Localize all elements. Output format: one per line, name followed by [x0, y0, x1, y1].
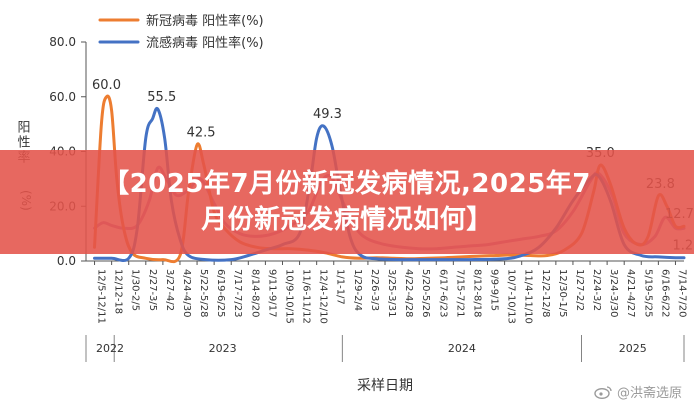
x-tick-label: 10/7-10/13: [506, 269, 517, 324]
x-tick-label: 2/26-3/3: [369, 269, 380, 311]
x-tick-label: 1/27-2/2: [574, 269, 585, 311]
axes-layer: 0.020.040.060.080.0阳性率(%)12/5-12/1112/12…: [15, 35, 688, 394]
x-tick-label: 8/14-8/20: [249, 269, 260, 318]
legend-label: 流感病毒 阳性率(%): [146, 35, 264, 51]
x-tick-label: 2/24-3/2: [591, 269, 602, 311]
x-tick-label: 3/27-4/2: [164, 269, 175, 311]
data-label: 49.3: [313, 107, 342, 122]
x-tick-label: 11/4-11/10: [523, 269, 534, 324]
year-label: 2023: [209, 342, 237, 355]
x-tick-label: 1/1-1/7: [335, 269, 346, 305]
x-tick-label: 1/30-2/5: [130, 269, 141, 311]
x-tick-label: 6/17-6/23: [437, 269, 448, 318]
banner-title-line-2: 月份新冠发病情况如何】: [201, 205, 493, 235]
x-tick-label: 7/14-7/20: [676, 269, 687, 318]
x-tick-label: 5/20-5/26: [420, 269, 431, 318]
x-tick-label: 9/9-9/15: [489, 269, 500, 311]
x-tick-label: 2/27-3/5: [147, 269, 158, 311]
x-tick-label: 12/12-18: [113, 269, 124, 314]
legend: 新冠病毒 阳性率(%) 流感病毒 阳性率(%): [98, 13, 264, 51]
x-tick-label: 7/15-7/21: [454, 269, 465, 318]
x-tick-label: 6/19-6/25: [215, 269, 226, 318]
x-tick-label: 1/29-2/4: [352, 269, 363, 311]
title-banner: 【2025年7月份新冠发病情况,2025年7 月份新冠发病情况如何】: [0, 150, 694, 254]
x-tick-label: 12/2-12/8: [540, 269, 551, 318]
x-tick-label: 6/16-6/22: [659, 269, 670, 318]
x-tick-label: 4/21-4/27: [625, 269, 636, 318]
y-tick-label: 80.0: [49, 35, 76, 49]
x-tick-label: 5/19-5/25: [642, 269, 653, 318]
x-tick-label: 12/5-12/11: [96, 269, 107, 324]
x-tick-label: 12/30-1/5: [557, 269, 568, 318]
x-tick-label: 7/17-7/23: [232, 269, 243, 318]
watermark: @洪斋选原: [594, 382, 682, 401]
x-tick-label: 11/6-11/12: [301, 269, 312, 324]
banner-title-line-1: 【2025年7月份新冠发病情况,2025年7: [103, 169, 591, 199]
x-tick-label: 9/11-9/17: [266, 269, 277, 318]
x-tick-label: 5/22-5/28: [198, 269, 209, 318]
x-tick-label: 3/24-3/30: [608, 269, 619, 318]
x-tick-label: 4/24-4/30: [181, 269, 192, 318]
y-tick-label: 0.0: [57, 254, 76, 268]
x-tick-label: 12/4-12/10: [318, 269, 329, 324]
year-label: 2022: [96, 342, 124, 355]
x-tick-label: 8/12-8/18: [471, 269, 482, 318]
x-axis-label: 采样日期: [357, 378, 413, 394]
y-tick-label: 60.0: [49, 90, 76, 104]
year-label: 2024: [448, 342, 476, 355]
data-label: 60.0: [92, 78, 121, 93]
weibo-icon: [594, 385, 612, 399]
x-tick-label: 10/9-10/15: [283, 269, 294, 324]
banner-title: 【2025年7月份新冠发病情况,2025年7 月份新冠发病情况如何】: [37, 166, 657, 238]
watermark-text: @洪斋选原: [616, 386, 682, 401]
data-label: 42.5: [187, 126, 216, 141]
data-label: 55.5: [147, 90, 176, 105]
x-tick-label: 3/25-3/31: [386, 269, 397, 318]
year-label: 2025: [619, 342, 647, 355]
x-tick-label: 4/22-4/28: [403, 269, 414, 318]
legend-label: 新冠病毒 阳性率(%): [146, 13, 264, 29]
